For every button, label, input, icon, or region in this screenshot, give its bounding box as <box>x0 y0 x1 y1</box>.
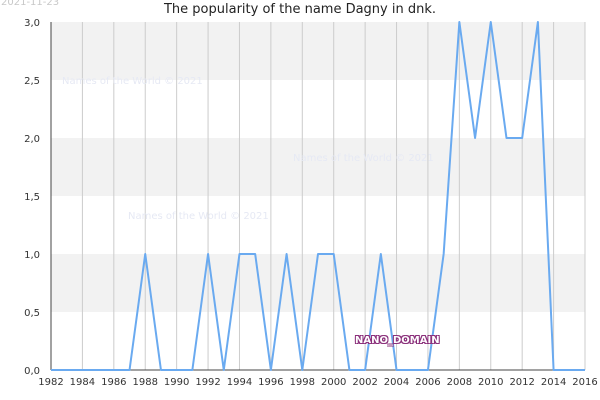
nano-domain-tag: NANO_DOMAIN <box>355 335 440 346</box>
x-tick-label: 1998 <box>290 377 315 388</box>
watermark: Names of the World © 2021 <box>293 153 434 164</box>
vertical-gridlines <box>50 22 586 370</box>
x-tick-label: 2008 <box>447 377 472 388</box>
watermark: Names of the World © 2021 <box>128 211 269 222</box>
x-tick-label: 1994 <box>227 377 252 388</box>
y-tick-label: 1,5 <box>24 192 40 203</box>
y-tick-label: 2,0 <box>24 134 40 145</box>
x-tick-label: 2016 <box>572 377 597 388</box>
y-tick-label: 0,5 <box>24 308 40 319</box>
x-tick-label: 1996 <box>258 377 283 388</box>
x-tick-label: 2000 <box>321 377 346 388</box>
y-tick-label: 0,0 <box>24 366 40 377</box>
x-tick-label: 1984 <box>70 377 95 388</box>
chart-title: The popularity of the name Dagny in dnk. <box>163 2 437 17</box>
x-tick-labels: 1982 1984 1986 1988 1990 1992 1994 1996 1998 2000… <box>38 377 597 388</box>
y-tick-label: 3,0 <box>24 18 40 29</box>
x-tick-label: 2002 <box>352 377 377 388</box>
band <box>51 254 585 312</box>
x-tick-label: 2012 <box>509 377 534 388</box>
x-tick-label: 1992 <box>195 377 220 388</box>
x-tick-label: 1988 <box>133 377 158 388</box>
x-tick-label: 2014 <box>541 377 566 388</box>
series-layer <box>51 21 585 371</box>
x-tick-label: 2010 <box>478 377 503 388</box>
x-tick-label: 1986 <box>101 377 126 388</box>
x-tick-label: 1990 <box>164 377 189 388</box>
x-tick-label: 2004 <box>384 377 409 388</box>
band <box>51 138 585 196</box>
watermark: Names of the World © 2021 <box>62 76 203 87</box>
band <box>51 22 585 80</box>
y-tick-label: 1,0 <box>24 250 40 261</box>
alternating-bands <box>51 22 585 312</box>
y-tick-label: 2,5 <box>24 76 40 87</box>
axes <box>50 22 585 371</box>
date-stamp: 2021-11-23 <box>1 0 60 8</box>
series-line <box>51 21 585 371</box>
y-tick-labels: 0,0 0,5 1,0 1,5 2,0 2,5 3,0 <box>24 18 40 377</box>
x-tick-label: 1982 <box>38 377 63 388</box>
x-tick-label: 2006 <box>415 377 440 388</box>
